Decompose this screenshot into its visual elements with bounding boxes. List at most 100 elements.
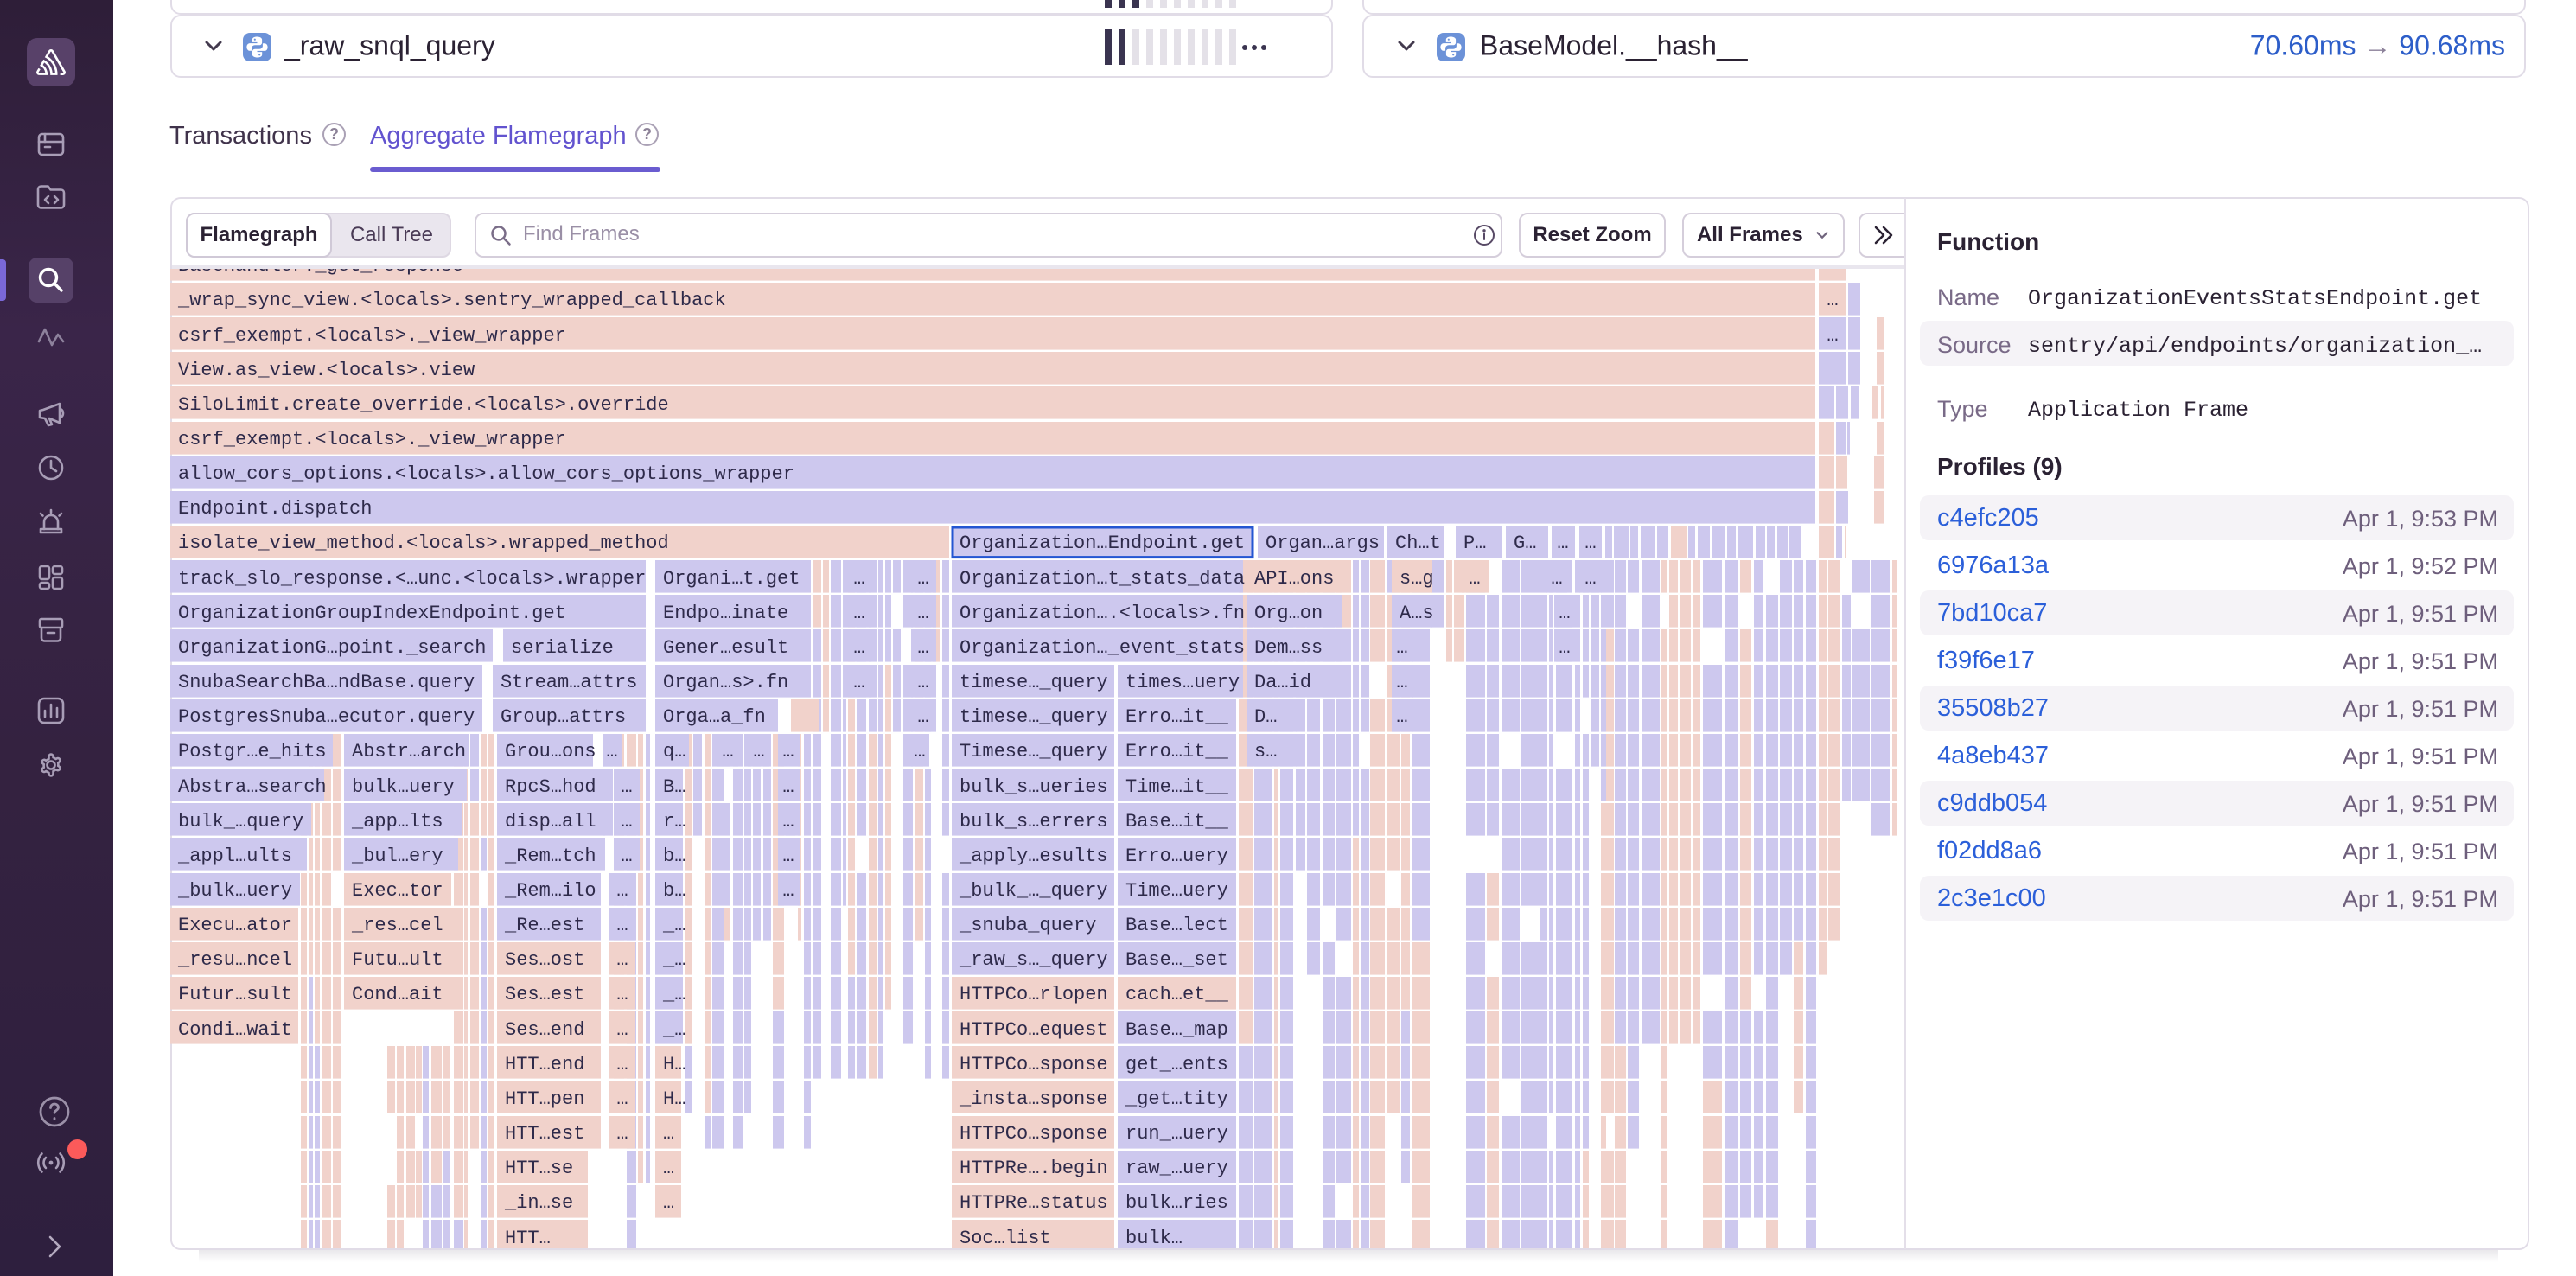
svg-text:…: … — [616, 949, 628, 971]
svg-text:_app…lts: _app…lts — [351, 811, 443, 833]
svg-text:b…: b… — [663, 845, 685, 867]
svg-text:…: … — [753, 741, 764, 762]
svg-text:Postgr…e_hits: Postgr…e_hits — [178, 741, 327, 762]
svg-text:_res…cel: _res…cel — [351, 915, 443, 936]
svg-text:…: … — [616, 1123, 628, 1145]
svg-text:Stream…attrs: Stream…attrs — [501, 672, 637, 693]
svg-text:…: … — [1827, 290, 1838, 311]
svg-text:bulk…ries: bulk…ries — [1125, 1192, 1228, 1214]
svg-text:PostgresSnuba…ecutor.query: PostgresSnuba…ecutor.query — [178, 706, 475, 728]
svg-text:times…uery: times…uery — [1125, 672, 1240, 693]
svg-text:…: … — [1396, 637, 1407, 659]
svg-text:Gener…esult: Gener…esult — [663, 637, 788, 659]
svg-text:Time…uery: Time…uery — [1125, 880, 1228, 902]
svg-text:HTT…est: HTT…est — [505, 1123, 584, 1145]
svg-text:raw_…uery: raw_…uery — [1125, 1158, 1228, 1179]
svg-text:serialize: serialize — [511, 637, 614, 659]
svg-text:…: … — [853, 603, 864, 624]
svg-text:Base…lect: Base…lect — [1125, 915, 1228, 936]
svg-text:bulk…uery: bulk…uery — [352, 776, 455, 798]
svg-text:…: … — [917, 603, 928, 624]
svg-text:bulk…: bulk… — [1125, 1228, 1183, 1248]
svg-text:…: … — [621, 811, 632, 833]
svg-text:_…: _… — [662, 984, 685, 1005]
svg-text:…: … — [782, 741, 794, 762]
svg-text:_bulk_…_query: _bulk_…_query — [959, 880, 1108, 902]
svg-text:_…: _… — [662, 915, 685, 936]
svg-text:…: … — [782, 845, 794, 867]
svg-text:HTT…end: HTT…end — [505, 1054, 584, 1075]
svg-text:_…: _… — [662, 1019, 685, 1041]
svg-text:API…ons: API…ons — [1254, 568, 1334, 590]
svg-text:…: … — [917, 672, 928, 693]
svg-text:BaseHandler._get_response: BaseHandler._get_response — [178, 269, 463, 277]
svg-text:Dem…ss: Dem…ss — [1254, 637, 1323, 659]
svg-text:HTTPCo…equest: HTTPCo…equest — [960, 1019, 1108, 1041]
svg-text:Exec…tor: Exec…tor — [352, 880, 443, 902]
svg-text:Base…it__: Base…it__ — [1125, 811, 1229, 833]
svg-text:…: … — [1827, 325, 1838, 347]
svg-text:OrganizationG…point._search: OrganizationG…point._search — [178, 637, 486, 659]
svg-text:_apply…esults: _apply…esults — [959, 845, 1108, 867]
svg-text:b…: b… — [663, 880, 685, 902]
svg-text:Timese…_query: Timese…_query — [960, 741, 1108, 762]
svg-text:Orga…a_fn: Orga…a_fn — [663, 706, 766, 728]
svg-text:_resu…ncel: _resu…ncel — [177, 949, 292, 971]
svg-text:HTTPRe…status: HTTPRe…status — [960, 1192, 1108, 1214]
svg-text:Organi…t.get: Organi…t.get — [663, 568, 800, 590]
svg-text:…: … — [1469, 568, 1480, 590]
svg-text:RpcS…hod: RpcS…hod — [505, 776, 596, 798]
svg-text:bulk_…query: bulk_…query — [178, 811, 303, 833]
svg-text:…: … — [917, 706, 928, 728]
svg-text:…: … — [1559, 603, 1570, 624]
svg-text:Organization…Endpoint.get: Organization…Endpoint.get — [960, 533, 1245, 554]
svg-text:_Re…est: _Re…est — [504, 915, 584, 936]
svg-text:timese…_query: timese…_query — [960, 672, 1108, 693]
svg-text:_wrap_sync_view.<locals>.sentr: _wrap_sync_view.<locals>.sentry_wrapped_… — [177, 290, 726, 311]
svg-text:_get…tity: _get…tity — [1125, 1088, 1228, 1110]
svg-text:…: … — [1559, 637, 1570, 659]
svg-text:…: … — [606, 741, 617, 762]
svg-text:…: … — [621, 845, 632, 867]
svg-text:…: … — [663, 1123, 674, 1145]
svg-text:…: … — [1396, 672, 1407, 693]
svg-text:P…: P… — [1463, 533, 1486, 554]
svg-text:Execu…ator: Execu…ator — [178, 915, 292, 936]
svg-text:_…: _… — [662, 949, 685, 971]
svg-text:cach…et__: cach…et__ — [1125, 984, 1229, 1005]
svg-text:…: … — [914, 741, 925, 762]
svg-text:Erro…it__: Erro…it__ — [1125, 741, 1229, 762]
svg-text:…: … — [663, 1158, 674, 1179]
svg-text:bulk_s…errers: bulk_s…errers — [960, 811, 1108, 833]
svg-text:HTTPCo…sponse: HTTPCo…sponse — [960, 1054, 1108, 1075]
svg-text:_Rem…ilo: _Rem…ilo — [504, 880, 596, 902]
svg-text:track_slo_response.<…unc.<loca: track_slo_response.<…unc.<locals>.wrappe… — [178, 568, 646, 590]
svg-text:Organ…s>.fn: Organ…s>.fn — [663, 672, 788, 693]
svg-text:run_…uery: run_…uery — [1125, 1123, 1228, 1145]
svg-text:_raw_s…_query: _raw_s…_query — [959, 949, 1108, 971]
svg-text:disp…all: disp…all — [505, 811, 596, 833]
svg-text:Da…id: Da…id — [1254, 672, 1311, 693]
svg-text:Futu…ult: Futu…ult — [352, 949, 443, 971]
svg-text:Futur…sult: Futur…sult — [178, 984, 292, 1005]
svg-text:Organ…args: Organ…args — [1266, 533, 1380, 554]
svg-text:Ses…est: Ses…est — [505, 984, 584, 1005]
svg-text:A…s: A…s — [1400, 603, 1434, 624]
svg-text:bulk_s…ueries: bulk_s…ueries — [960, 776, 1108, 798]
svg-text:…: … — [1557, 533, 1568, 554]
svg-text:Base…_map: Base…_map — [1125, 1019, 1228, 1041]
svg-text:Time…it__: Time…it__ — [1125, 776, 1229, 798]
svg-text:…: … — [1584, 568, 1596, 590]
svg-text:Organization…t_stats_data: Organization…t_stats_data — [960, 568, 1245, 590]
svg-text:Grou…ons: Grou…ons — [505, 741, 596, 762]
svg-text:…: … — [782, 880, 794, 902]
svg-text:…: … — [722, 741, 733, 762]
svg-text:…: … — [1584, 533, 1596, 554]
svg-text:_bul…ery: _bul…ery — [351, 845, 443, 867]
svg-text:HTTPCo…sponse: HTTPCo…sponse — [960, 1123, 1108, 1145]
svg-text:…: … — [621, 776, 632, 798]
svg-text:r…: r… — [663, 811, 685, 833]
svg-text:csrf_exempt.<locals>._view_wra: csrf_exempt.<locals>._view_wrapper — [178, 429, 566, 450]
svg-text:…: … — [917, 568, 928, 590]
svg-text:G…: G… — [1514, 533, 1536, 554]
